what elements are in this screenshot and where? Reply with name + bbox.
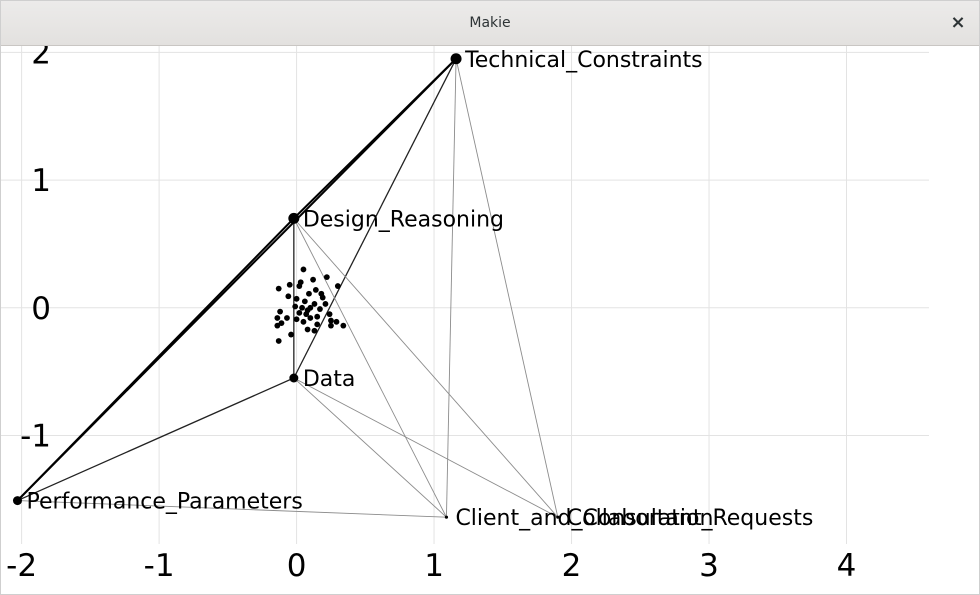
x-tick-label: 1 [424, 548, 444, 584]
cluster-point [293, 316, 300, 323]
cluster-point [340, 322, 347, 329]
node-label: Technical_Constraints [464, 48, 703, 73]
x-tick-label: -1 [144, 548, 175, 584]
plot-canvas[interactable]: Technical_Constraints Design_Reasoning Dat… [1, 46, 979, 594]
cluster-point [274, 315, 281, 321]
cluster-point [334, 283, 341, 289]
cluster-point [297, 279, 304, 286]
node-CC [444, 515, 449, 519]
cluster-point [328, 322, 334, 329]
cluster-point [323, 274, 330, 281]
edge-TC-CC [445, 58, 457, 518]
edge-PP-D [17, 377, 295, 502]
cluster-point [317, 306, 323, 312]
edge-DR-TC [293, 58, 457, 220]
network-plot: Technical_Constraints Design_Reasoning Dat… [1, 46, 929, 584]
cluster-point [274, 322, 281, 329]
y-tick-label: 0 [31, 291, 51, 327]
cluster-point [304, 307, 311, 314]
y-tick-label: 1 [31, 163, 51, 199]
edge-PP-CC [17, 500, 447, 518]
cluster-point [301, 298, 308, 305]
cluster-point [333, 318, 340, 325]
point-cluster [274, 266, 347, 344]
cluster-point [300, 266, 307, 273]
cluster-point [293, 295, 300, 302]
cluster-point [304, 326, 311, 333]
x-tick-label: 2 [562, 548, 582, 584]
node-D [289, 373, 299, 383]
cluster-point [314, 313, 321, 320]
edge-D-CC [293, 377, 447, 518]
graph-edges [16, 58, 559, 518]
y-tick-label: -1 [20, 418, 51, 454]
cluster-point [285, 293, 292, 300]
node-label: Client_and_Consultant_Requests [455, 506, 813, 531]
node-label: Performance_Parameters [26, 490, 302, 515]
close-button[interactable]: × [945, 10, 971, 36]
edge-D-COL [293, 377, 559, 518]
cluster-point [277, 308, 283, 315]
x-tick-label: 4 [837, 548, 857, 584]
axis-tick-labels: -2 -1 0 1 2 3 4 -1 0 1 2 [6, 46, 856, 584]
cluster-point [307, 315, 314, 321]
cluster-point [288, 331, 294, 338]
x-tick-label: -2 [6, 548, 37, 584]
cluster-point [292, 303, 299, 310]
cluster-point [296, 309, 303, 316]
edge-D-TC [293, 58, 457, 379]
cluster-point [326, 311, 333, 318]
node-COL [556, 515, 560, 519]
cluster-point [306, 290, 312, 297]
cluster-point [284, 315, 290, 321]
cluster-point [300, 318, 307, 325]
y-tick-label: 2 [31, 46, 51, 71]
cluster-point [319, 294, 326, 301]
title-bar[interactable]: Makie × [1, 1, 979, 46]
cluster-point [322, 301, 329, 307]
graph-nodes [12, 53, 560, 519]
cluster-point [286, 281, 293, 288]
cluster-point [328, 317, 334, 324]
cluster-point [275, 285, 282, 292]
edge-DR-CC [293, 218, 447, 518]
close-icon: × [950, 12, 966, 33]
cluster-point [311, 327, 318, 334]
node-PP [12, 496, 22, 506]
edge-DR-COL [293, 218, 559, 518]
x-tick-label: 0 [287, 548, 307, 584]
edge-PP-DR [16, 217, 295, 502]
node-DR [288, 212, 300, 224]
cluster-point [311, 301, 318, 307]
node-labels: Technical_Constraints Design_Reasoning Dat… [26, 48, 813, 531]
edge-TC-COL [455, 58, 559, 518]
window-title: Makie [469, 15, 511, 31]
cluster-point [314, 321, 321, 328]
grid-lines [1, 46, 929, 544]
cluster-point [299, 304, 305, 311]
node-label: Collaboration [567, 506, 714, 531]
x-tick-label: 3 [699, 548, 719, 584]
cluster-point [275, 338, 282, 344]
cluster-point [312, 286, 319, 293]
node-TC [450, 53, 462, 65]
node-label: Design_Reasoning [303, 207, 504, 232]
node-label: Data [303, 367, 356, 392]
cluster-point [310, 276, 316, 283]
